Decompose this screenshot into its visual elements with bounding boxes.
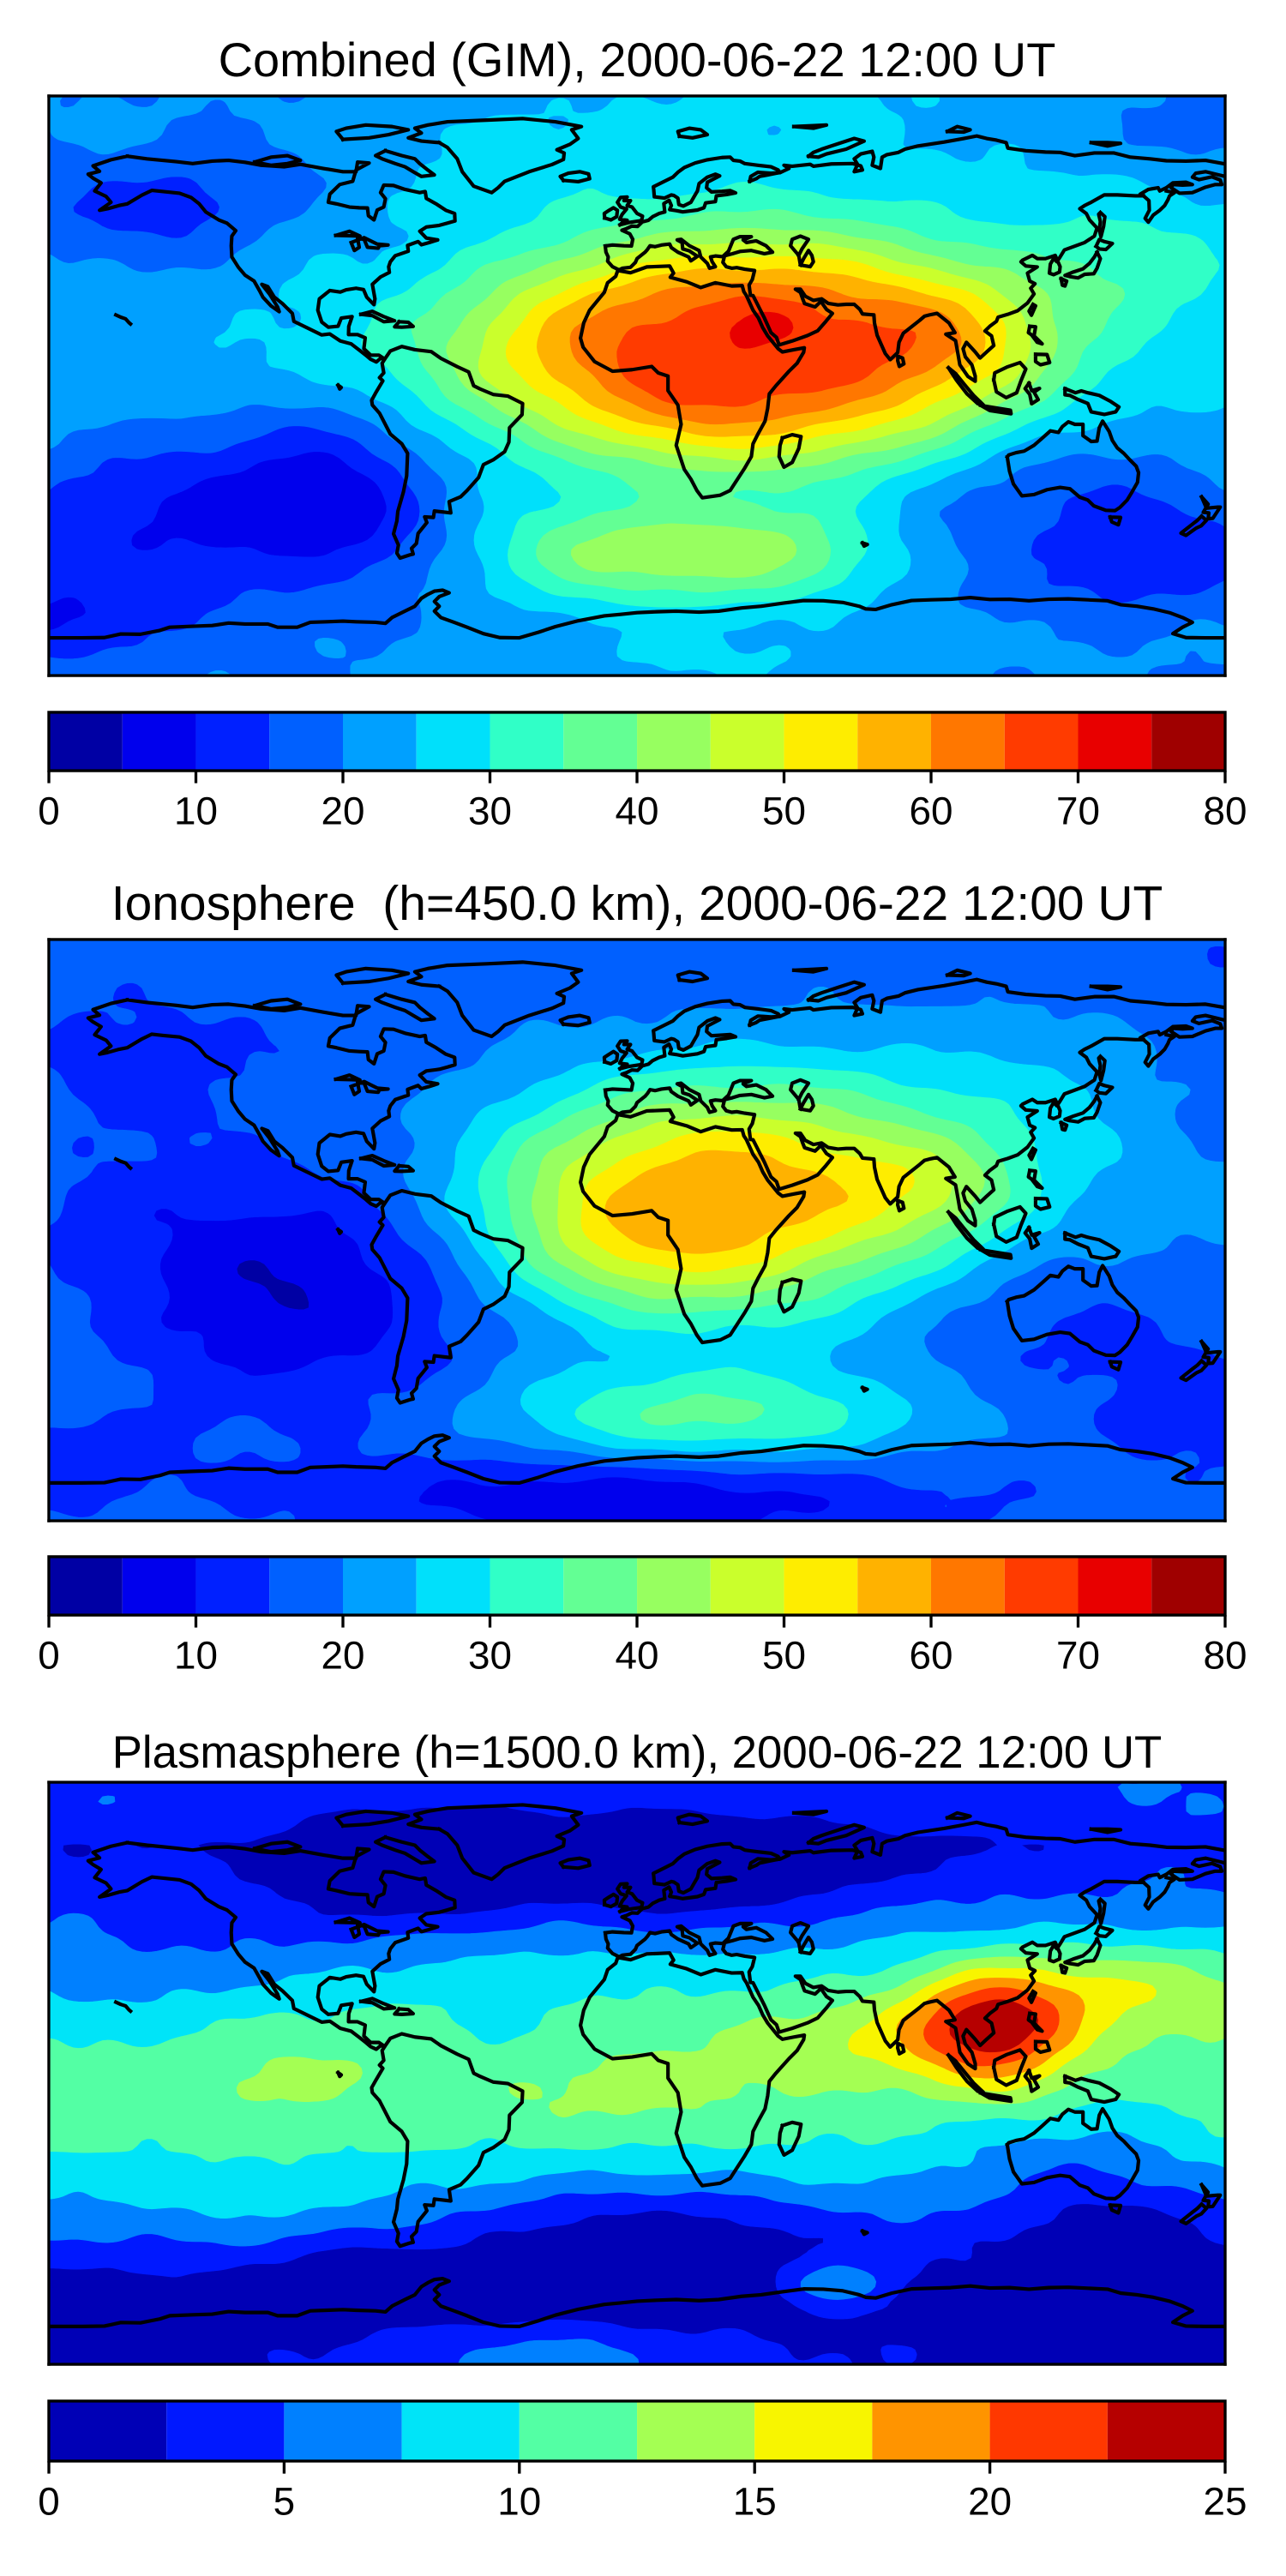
svg-text:70: 70 (1056, 1633, 1100, 1677)
svg-text:20: 20 (322, 789, 365, 832)
svg-text:10: 10 (497, 2479, 541, 2523)
svg-text:30: 30 (468, 1633, 512, 1677)
svg-text:10: 10 (174, 789, 218, 832)
svg-text:70: 70 (1056, 789, 1100, 832)
svg-text:Plasmasphere (h=1500.0 km), 20: Plasmasphere (h=1500.0 km), 2000-06-22 1… (112, 1727, 1163, 1778)
svg-text:30: 30 (468, 789, 512, 832)
svg-text:20: 20 (968, 2479, 1012, 2523)
svg-text:60: 60 (910, 1633, 953, 1677)
svg-text:40: 40 (616, 789, 659, 832)
svg-text:80: 80 (1204, 1633, 1247, 1677)
svg-text:15: 15 (733, 2479, 777, 2523)
svg-text:0: 0 (38, 1633, 60, 1677)
svg-text:25: 25 (1204, 2479, 1247, 2523)
svg-text:10: 10 (174, 1633, 218, 1677)
svg-text:60: 60 (910, 789, 953, 832)
svg-text:0: 0 (38, 789, 60, 832)
svg-text:5: 5 (273, 2479, 296, 2523)
svg-text:40: 40 (616, 1633, 659, 1677)
svg-text:80: 80 (1204, 789, 1247, 832)
svg-text:50: 50 (762, 1633, 806, 1677)
svg-text:50: 50 (762, 789, 806, 832)
svg-text:0: 0 (38, 2479, 60, 2523)
svg-text:20: 20 (322, 1633, 365, 1677)
svg-text:Ionosphere (h=450.0 km), 2000: Ionosphere (h=450.0 km), 2000-06-22 12:0… (111, 876, 1163, 931)
svg-text:Combined (GIM), 2000-06-22 12:: Combined (GIM), 2000-06-22 12:00 UT (219, 33, 1056, 87)
